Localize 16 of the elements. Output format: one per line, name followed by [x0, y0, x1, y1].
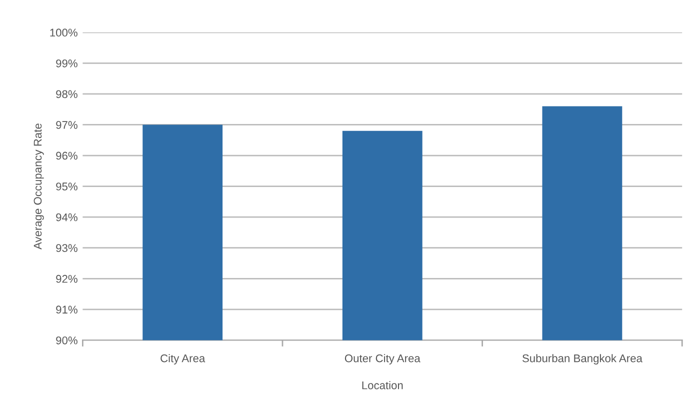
x-tick-label: Suburban Bangkok Area [522, 354, 642, 364]
y-tick-label: 97% [56, 121, 78, 129]
y-tick-label: 96% [56, 152, 78, 160]
y-tick-label: 92% [56, 274, 78, 283]
y-axis-title: Average Occupancy Rate [34, 124, 44, 250]
y-tick-label: 99% [56, 59, 78, 68]
y-tick-label: 100% [50, 28, 78, 37]
y-tick-label: 93% [56, 244, 78, 252]
x-axis-title: Location [362, 381, 403, 390]
y-tick-label: 90% [56, 336, 78, 344]
x-tick-label: Outer City Area [344, 354, 420, 364]
y-tick-label: 95% [56, 182, 78, 190]
y-tick-label: 91% [56, 306, 78, 314]
y-tick-label: 94% [56, 213, 78, 222]
y-tick-label: 98% [56, 90, 78, 98]
x-tick-label: City Area [160, 354, 206, 364]
